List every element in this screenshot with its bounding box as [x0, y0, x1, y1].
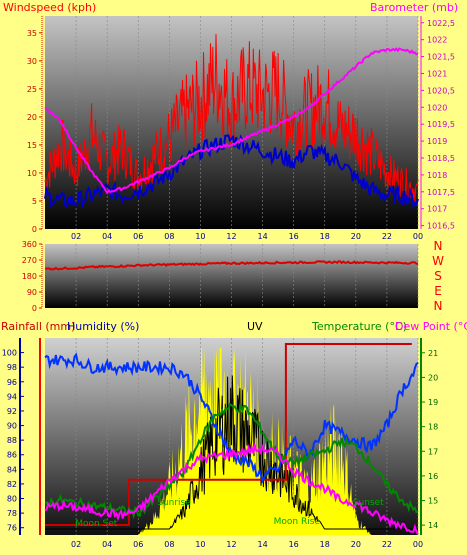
hour-tick-label: 16 — [289, 232, 299, 241]
barometer-tick-label: 1020 — [427, 103, 447, 112]
barometer-tick-label: 1018 — [427, 171, 447, 180]
windspeed-average-line — [44, 134, 419, 210]
barometer-tick-label: 1019 — [427, 137, 447, 146]
temperature-tick-label: 14 — [428, 521, 438, 530]
hour-tick-label: 22 — [382, 232, 392, 241]
barometer-axis-label: Barometer (mb) — [370, 1, 458, 14]
event-annotation: Sunrise — [157, 498, 191, 508]
barometer-tick-label: 1018,5 — [427, 154, 455, 163]
hour-tick-label: 18 — [320, 232, 330, 241]
humidity-tick-label: 86 — [7, 451, 17, 460]
event-annotation: Moon Rise — [274, 517, 321, 527]
compass-label: N — [434, 299, 443, 313]
hour-tick-label: 14 — [257, 232, 267, 241]
windspeed-tick-label: 10 — [27, 169, 37, 178]
barometer-tick-label: 1022 — [427, 36, 447, 45]
windspeed-tick-label: 5 — [32, 197, 37, 206]
barometer-tick-label: 1017,5 — [427, 188, 455, 197]
barometer-tick-label: 1022,5 — [427, 19, 455, 28]
compass-label: E — [434, 284, 442, 298]
humidity-tick-label: 82 — [7, 480, 17, 489]
compass-label: W — [432, 254, 444, 268]
hour-tick-label: 00 — [413, 540, 423, 549]
humidity-tick-label: 90 — [7, 422, 17, 431]
hour-tick-label: 12 — [226, 540, 236, 549]
barometer-line — [44, 47, 419, 195]
direction-tick-label: 90 — [27, 288, 37, 297]
barometer-tick-label: 1021 — [427, 69, 447, 78]
hour-tick-label: 04 — [102, 232, 112, 241]
humidity-tick-label: 96 — [7, 378, 17, 387]
humidity-tick-label: 84 — [7, 465, 17, 474]
windspeed-tick-label: 30 — [27, 57, 37, 66]
temperature-tick-label: 15 — [428, 497, 438, 506]
temperature-tick-label: 19 — [428, 398, 438, 407]
hour-tick-label: 06 — [133, 540, 143, 549]
hour-tick-label: 08 — [164, 232, 174, 241]
humidity-tick-label: 98 — [7, 363, 17, 372]
temperature-line — [44, 402, 418, 520]
hour-tick-label: 22 — [382, 540, 392, 549]
hour-tick-label: 12 — [226, 232, 236, 241]
barometer-tick-label: 1019,5 — [427, 120, 455, 129]
barometer-tick-label: 1016,5 — [427, 222, 455, 231]
hour-tick-label: 10 — [195, 232, 205, 241]
hour-tick-label: 20 — [351, 232, 361, 241]
hour-tick-label: 10 — [195, 540, 205, 549]
barometer-tick-label: 1020,5 — [427, 86, 455, 95]
barometer-tick-label: 1017 — [427, 205, 447, 214]
humidity-tick-label: 80 — [7, 495, 17, 504]
temperature-tick-label: 21 — [428, 349, 438, 358]
hour-tick-label: 00 — [413, 232, 423, 241]
wind-direction-line — [44, 260, 419, 271]
hour-tick-label: 06 — [133, 232, 143, 241]
temperature-axis-label: Temperature (°C) — [311, 320, 407, 333]
humidity-axis-label: Humidity (%) — [67, 320, 139, 333]
direction-tick-label: 360 — [22, 240, 37, 249]
compass-label: N — [434, 239, 443, 253]
hour-tick-label: 02 — [71, 540, 81, 549]
direction-tick-label: 180 — [22, 272, 37, 281]
hour-tick-label: 16 — [289, 540, 299, 549]
temperature-tick-label: 17 — [428, 447, 438, 456]
barometer-tick-label: 1021,5 — [427, 53, 455, 62]
humidity-tick-label: 88 — [7, 436, 17, 445]
humidity-tick-label: 94 — [7, 392, 17, 401]
hour-tick-label: 18 — [320, 540, 330, 549]
dewpoint-axis-label: Dew Point (°C) — [395, 320, 467, 333]
temperature-tick-label: 20 — [428, 373, 438, 382]
windspeed-tick-label: 0 — [32, 225, 37, 234]
compass-label: S — [434, 269, 442, 283]
temperature-tick-label: 18 — [428, 423, 438, 432]
humidity-tick-label: 92 — [7, 407, 17, 416]
event-annotation: Moon Set — [75, 519, 118, 529]
direction-tick-label: 270 — [22, 256, 37, 265]
rainfall-line — [45, 343, 412, 526]
windspeed-tick-label: 35 — [27, 29, 37, 38]
event-annotation: Sunset — [353, 498, 384, 508]
uv-index-line — [45, 375, 418, 530]
hour-tick-label: 02 — [71, 232, 81, 241]
temperature-tick-label: 16 — [428, 472, 438, 481]
windspeed-tick-label: 25 — [27, 85, 37, 94]
hour-tick-label: 08 — [164, 540, 174, 549]
dewpoint-line — [44, 442, 419, 535]
windspeed-tick-label: 15 — [27, 141, 37, 150]
hour-tick-label: 14 — [257, 540, 267, 549]
humidity-tick-label: 76 — [7, 524, 17, 533]
hour-tick-label: 04 — [102, 540, 112, 549]
rainfall-axis-label: Rainfall (mm) — [1, 320, 75, 333]
hour-tick-label: 20 — [351, 540, 361, 549]
humidity-tick-label: 100 — [2, 349, 17, 358]
direction-tick-label: 0 — [32, 304, 37, 313]
uv-axis-label: UV — [247, 320, 263, 333]
windspeed-tick-label: 20 — [27, 113, 37, 122]
windspeed-axis-label: Windspeed (kph) — [3, 1, 96, 14]
humidity-tick-label: 78 — [7, 509, 17, 518]
